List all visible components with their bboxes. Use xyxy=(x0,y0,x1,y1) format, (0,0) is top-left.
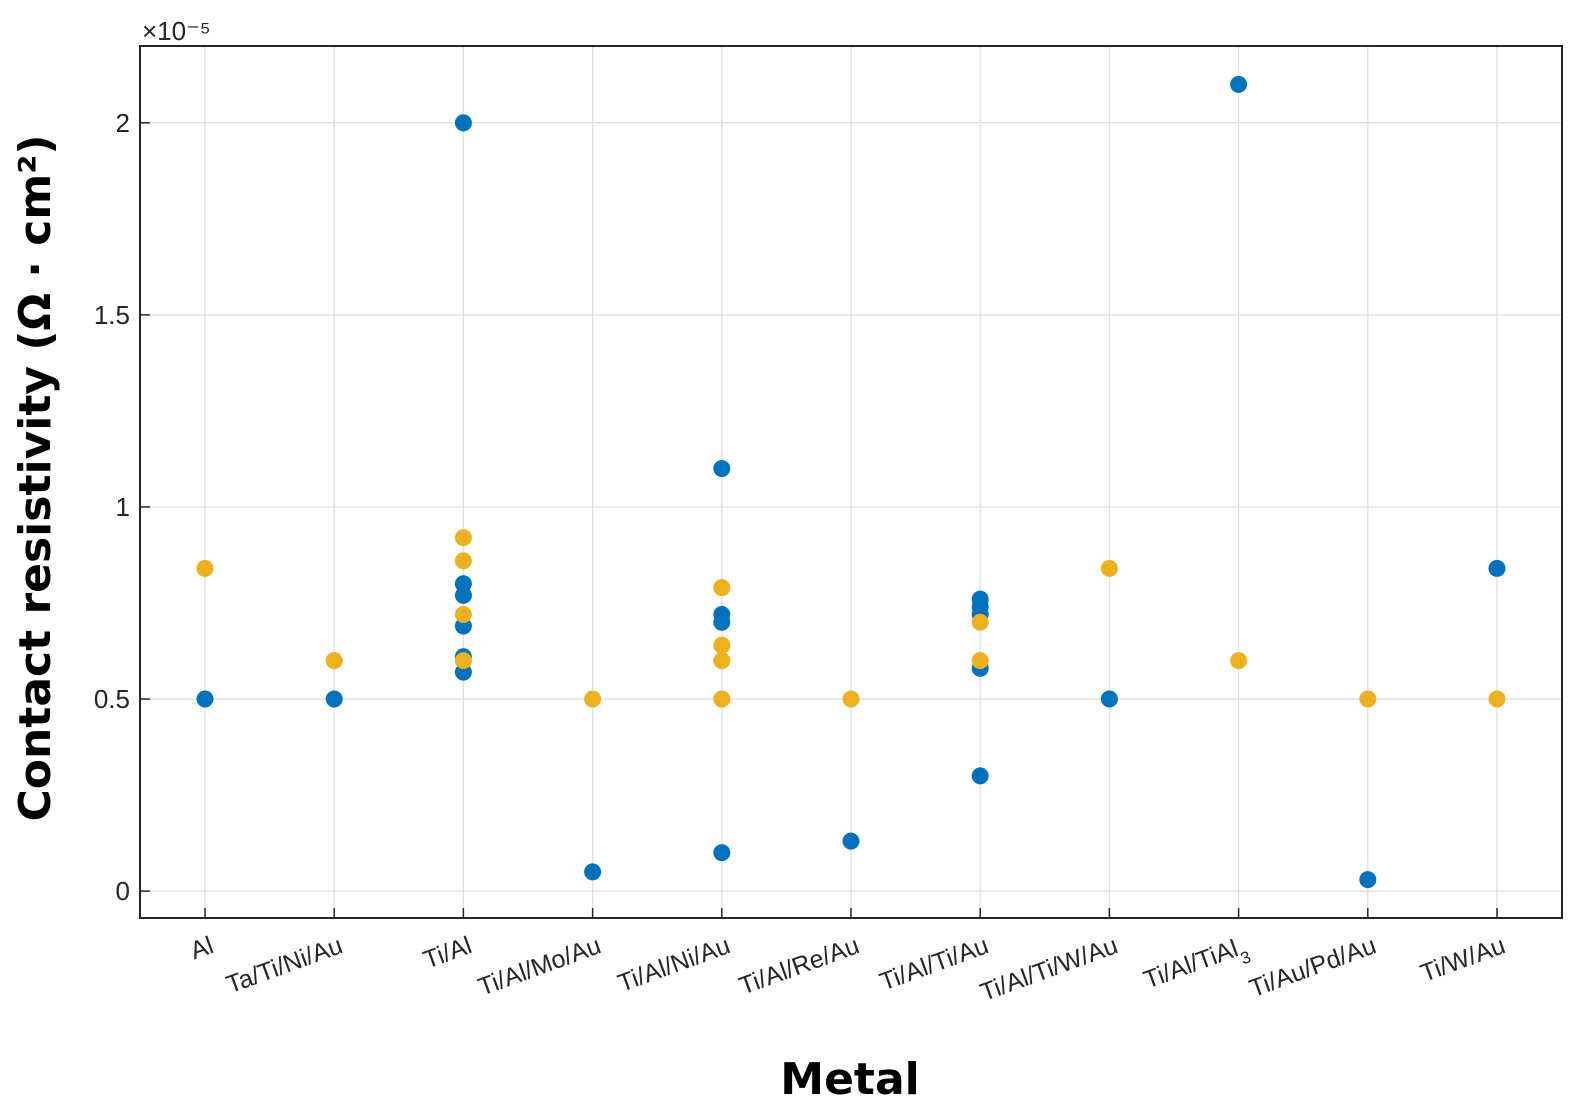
blue-data-point xyxy=(713,613,731,631)
yellow-data-point xyxy=(971,652,989,670)
yellow-data-point xyxy=(1359,690,1377,708)
y-tick-label: 2 xyxy=(116,108,130,138)
data-points xyxy=(196,75,1506,889)
yellow-data-point xyxy=(584,690,602,708)
yellow-data-point xyxy=(454,552,472,570)
x-axis-title: Metal xyxy=(780,1054,919,1105)
blue-data-point xyxy=(196,690,214,708)
x-tick-label: Ti/Al/Ti/W/Au xyxy=(977,931,1122,1007)
blue-data-point xyxy=(454,586,472,604)
x-tick-label: Ta/Ti/Ni/Au xyxy=(223,931,347,999)
blue-data-point xyxy=(454,114,472,132)
yellow-data-point xyxy=(1488,690,1506,708)
yellow-data-point xyxy=(454,652,472,670)
x-tick-label: Al xyxy=(187,931,217,965)
blue-data-point xyxy=(1100,690,1118,708)
yellow-data-point xyxy=(713,690,731,708)
yellow-data-point xyxy=(971,613,989,631)
x-tick-label: Ti/Al/Re/Au xyxy=(736,931,864,1000)
yellow-data-point xyxy=(713,652,731,670)
y-axis-title: Contact resistivity (Ω · cm²) xyxy=(10,134,61,821)
x-tick-label: Ti/Al xyxy=(420,931,476,974)
yellow-data-point xyxy=(1100,559,1118,577)
yellow-data-point xyxy=(196,559,214,577)
y-tick-labels: 0 0.5 1 1.5 2 xyxy=(94,108,130,906)
y-tick-label: 1.5 xyxy=(94,300,130,330)
x-tick-label: Ti/Al/Ti/Au xyxy=(876,931,992,996)
axis-ticks xyxy=(140,122,1498,918)
blue-data-point xyxy=(971,767,989,785)
yellow-data-point xyxy=(454,529,472,547)
y-tick-label: 0 xyxy=(116,876,130,906)
blue-data-point xyxy=(1359,871,1377,889)
blue-data-point xyxy=(325,690,343,708)
x-tick-label: Ti/Al/Ni/Au xyxy=(614,931,734,997)
blue-data-point xyxy=(584,863,602,881)
yellow-data-point xyxy=(713,636,731,654)
yellow-data-point xyxy=(1230,652,1248,670)
grid-lines xyxy=(140,46,1562,918)
x-tick-labels: Al Ta/Ti/Ni/Au Ti/Al Ti/Al/Mo/Au Ti/Al/Ni/Au… xyxy=(187,931,1509,1007)
x-tick-label: Ti/Al/TiAl3 xyxy=(1140,931,1253,1001)
blue-data-point xyxy=(713,844,731,862)
blue-data-point xyxy=(1488,559,1506,577)
x-tick-label: Ti/W/Au xyxy=(1417,931,1509,987)
y-tick-label: 0.5 xyxy=(94,684,130,714)
x-tick-label: Ti/Al/Mo/Au xyxy=(475,931,605,1001)
blue-data-point xyxy=(713,460,731,478)
y-exponent-label: ×10⁻⁵ xyxy=(142,16,211,46)
blue-data-point xyxy=(1230,75,1248,93)
y-tick-label: 1 xyxy=(116,492,130,522)
yellow-data-point xyxy=(454,606,472,624)
yellow-data-point xyxy=(842,690,860,708)
x-tick-label: Ti/Au/Pd/Au xyxy=(1246,931,1380,1003)
blue-data-point xyxy=(842,832,860,850)
yellow-data-point xyxy=(713,579,731,597)
yellow-data-point xyxy=(325,652,343,670)
